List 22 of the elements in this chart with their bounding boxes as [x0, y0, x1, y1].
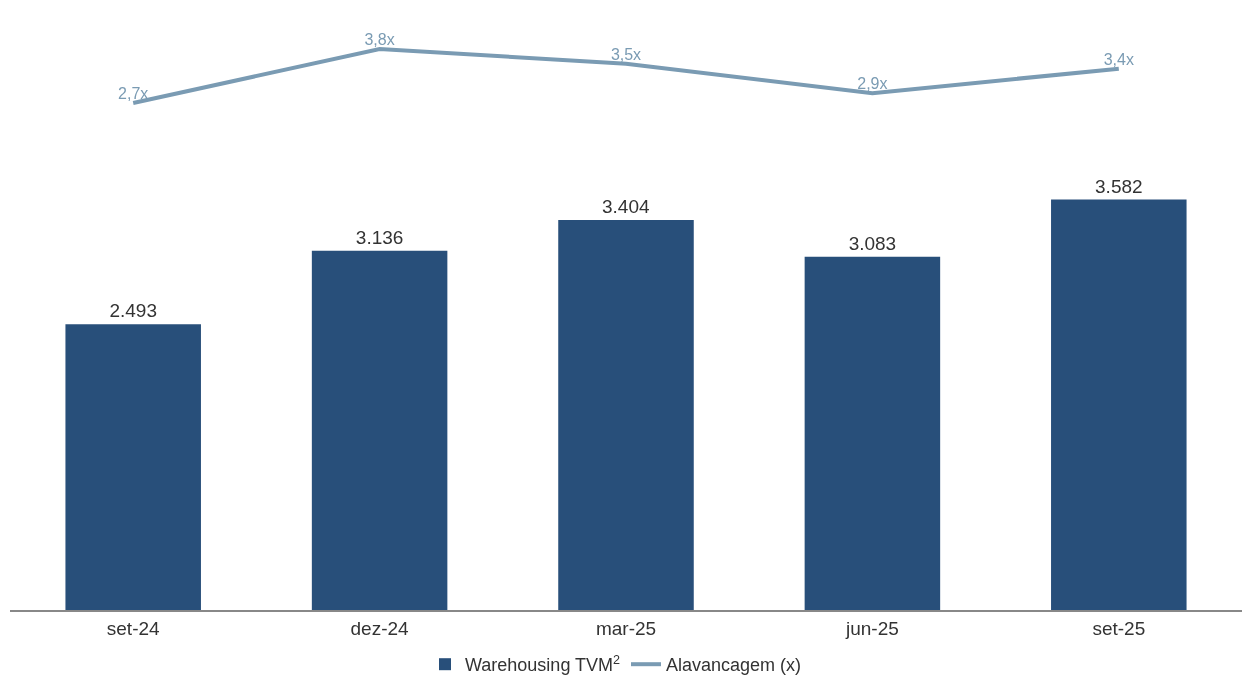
data-label: 3,5x	[610, 45, 642, 63]
data-label: 3.083	[848, 232, 897, 254]
data-label: 2.493	[109, 300, 157, 322]
data-label: 2,7x	[118, 85, 149, 102]
bar	[558, 219, 694, 610]
bar	[1051, 199, 1187, 610]
data-label: 3.404	[602, 195, 650, 217]
data-label: 3,4x	[1103, 50, 1134, 68]
data-label: 3.582	[1095, 175, 1143, 197]
data-label: 3.136	[355, 226, 404, 248]
legend-label: Warehousing TVM$^{2}$	[465, 652, 621, 676]
data-label: 3,8x	[364, 31, 395, 48]
bar	[311, 250, 448, 610]
x-tick-label: mar-25	[595, 617, 657, 639]
data-label: 2,9x	[857, 75, 888, 93]
x-tick-label: jun-25	[844, 617, 899, 639]
x-tick-label: set-24	[106, 617, 161, 639]
bar	[65, 324, 201, 610]
legend-label: Alavancagem (x)	[666, 655, 802, 676]
x-tick-label: set-25	[1092, 617, 1146, 639]
bar	[804, 256, 941, 610]
x-tick-label: dez-24	[350, 617, 410, 639]
